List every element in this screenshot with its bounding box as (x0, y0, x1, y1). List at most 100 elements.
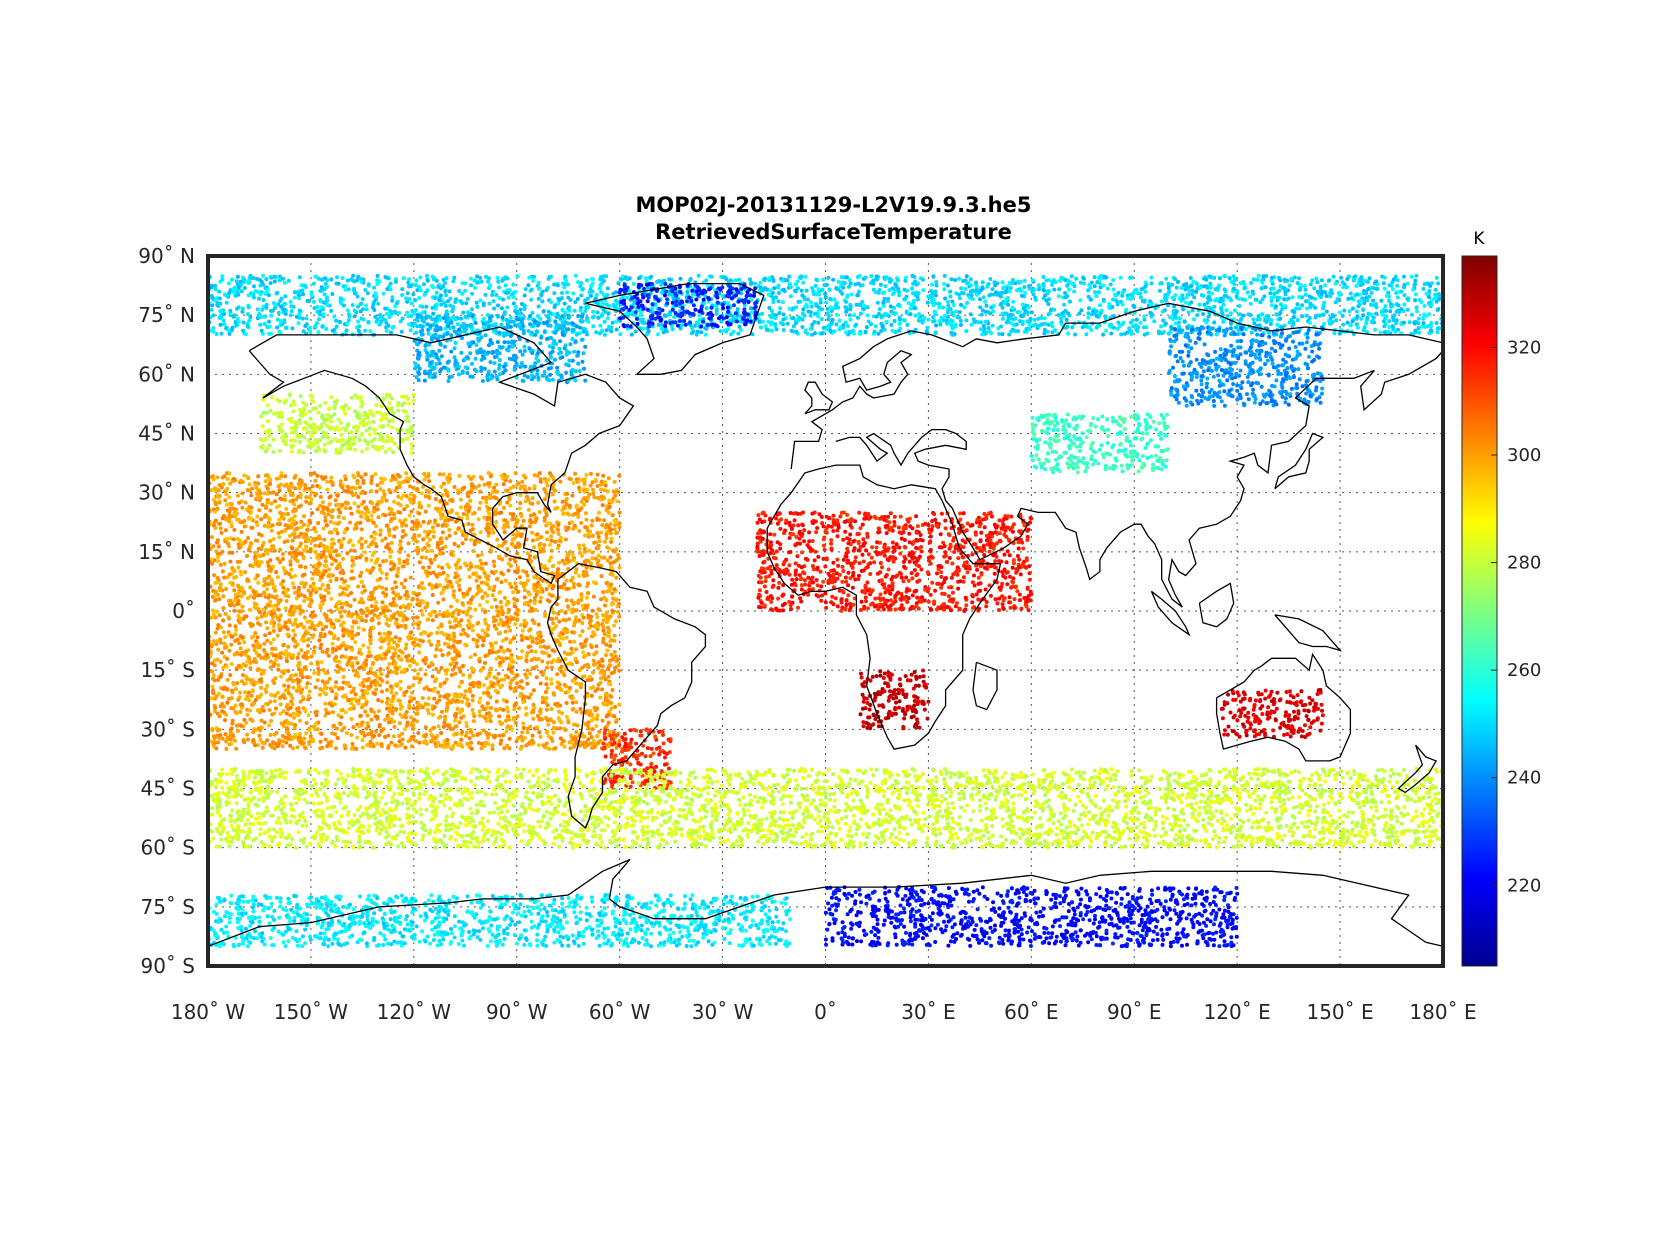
data-point (1251, 291, 1256, 296)
data-point (415, 288, 420, 293)
data-point (862, 303, 867, 308)
data-point (1369, 302, 1374, 307)
data-point (418, 304, 423, 309)
data-point (1103, 464, 1108, 468)
data-point (979, 312, 984, 317)
data-point (957, 292, 961, 297)
data-point (1269, 346, 1274, 351)
data-point (495, 377, 500, 382)
data-point (273, 275, 278, 279)
data-point (1417, 330, 1422, 335)
data-point (1306, 366, 1310, 371)
data-point (836, 305, 841, 310)
data-point (573, 378, 578, 383)
data-point (897, 317, 902, 322)
data-point (1379, 309, 1384, 314)
data-point (883, 311, 888, 316)
data-point (1286, 296, 1291, 301)
data-point (593, 296, 598, 301)
data-point (1246, 397, 1251, 402)
data-point (1135, 329, 1140, 334)
data-point (1287, 283, 1292, 288)
data-point (512, 339, 516, 344)
data-point (642, 320, 647, 325)
data-point (368, 409, 373, 413)
data-point (308, 440, 313, 445)
data-point (303, 324, 308, 328)
data-point (1126, 296, 1130, 301)
data-point (673, 320, 678, 325)
data-point (1279, 325, 1284, 330)
data-point (748, 319, 753, 324)
data-point (1232, 308, 1237, 313)
data-point (446, 379, 451, 383)
data-point (1374, 305, 1379, 310)
data-point (505, 305, 510, 310)
data-point (289, 403, 293, 408)
data-point (888, 304, 893, 309)
data-point (794, 305, 799, 310)
data-point (882, 290, 887, 295)
data-point (283, 294, 288, 299)
data-point (873, 324, 878, 329)
data-point (668, 321, 673, 325)
data-point (1350, 319, 1355, 324)
data-point (572, 369, 577, 374)
data-point (1157, 421, 1162, 426)
data-point (282, 280, 287, 285)
data-point (753, 286, 758, 291)
data-point (1256, 273, 1261, 278)
data-point (297, 308, 302, 313)
data-point (1206, 353, 1211, 358)
data-point (330, 328, 335, 333)
data-point (1287, 346, 1292, 351)
data-point (293, 425, 298, 430)
data-point (749, 310, 754, 315)
data-point (1258, 372, 1263, 377)
data-point (255, 277, 260, 281)
data-point (1433, 292, 1438, 297)
data-point (230, 277, 234, 282)
data-point (1132, 449, 1137, 454)
data-point (1354, 309, 1359, 314)
data-point (1190, 395, 1194, 400)
data-point (467, 313, 471, 318)
data-point (290, 326, 295, 331)
data-point (530, 373, 534, 378)
data-point (540, 373, 545, 378)
data-point (506, 348, 511, 353)
data-point (699, 304, 704, 309)
data-point (665, 301, 670, 306)
data-point (823, 295, 828, 300)
data-point (580, 359, 585, 364)
data-point (548, 323, 553, 328)
data-point (596, 315, 601, 320)
data-point (903, 278, 908, 283)
data-point (275, 397, 280, 402)
data-point (1333, 281, 1338, 286)
data-point (329, 395, 334, 400)
data-point (1395, 295, 1400, 300)
data-point (1390, 324, 1395, 329)
data-point (656, 323, 661, 327)
data-point (1033, 423, 1038, 428)
data-point (734, 287, 739, 292)
data-point (1348, 291, 1353, 296)
data-point (1143, 446, 1148, 450)
data-point (334, 450, 339, 455)
data-point (578, 325, 583, 330)
data-point (344, 328, 349, 333)
data-point (1145, 331, 1150, 336)
data-point (1085, 465, 1090, 470)
data-point (753, 304, 758, 309)
data-point (1313, 305, 1318, 310)
data-point (685, 299, 689, 304)
data-point (1109, 331, 1114, 336)
data-point (430, 367, 435, 371)
data-point (994, 290, 999, 295)
data-point (799, 288, 804, 293)
data-point (1298, 282, 1303, 287)
data-point (511, 301, 516, 306)
data-point (1160, 309, 1165, 314)
data-point (497, 296, 502, 300)
